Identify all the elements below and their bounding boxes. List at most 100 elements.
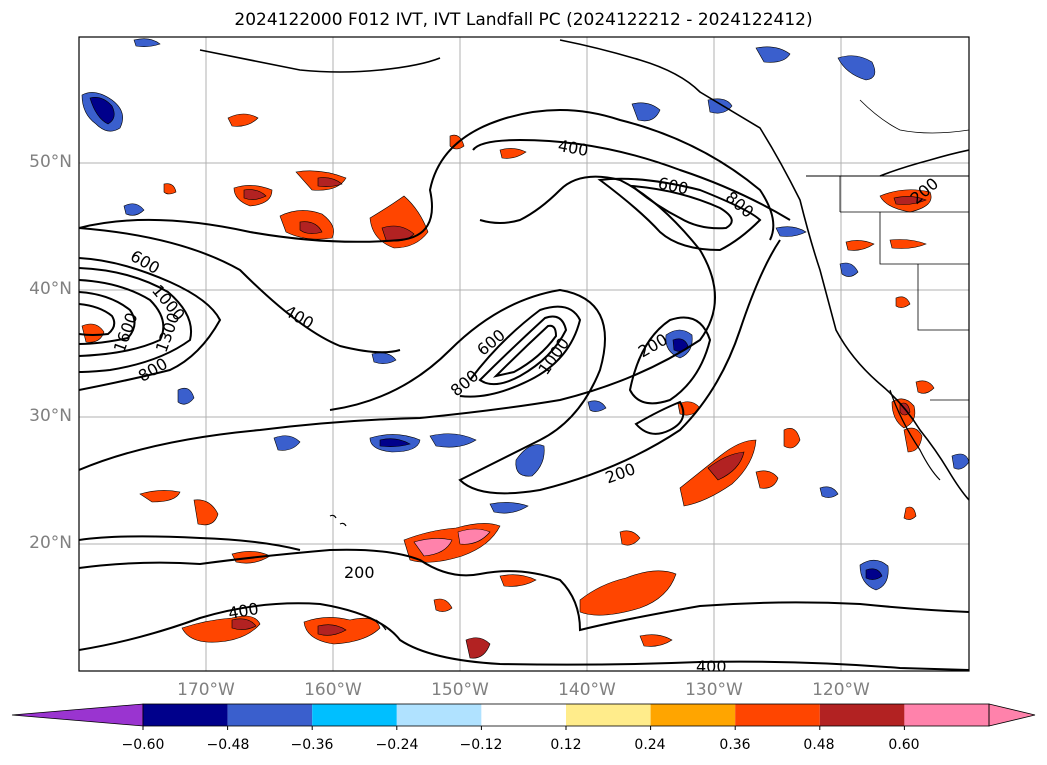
- lon-tick-label: 120°W: [812, 680, 870, 700]
- colorbar-tick-label: 0.12: [550, 737, 582, 753]
- blob-pos: [579, 570, 677, 616]
- colorbar-bin: [396, 704, 482, 726]
- blob-neg: [587, 400, 607, 412]
- blob-neg: [865, 568, 883, 580]
- blob-pos: [243, 189, 267, 200]
- colorbar-tick-label: −0.12: [459, 737, 503, 753]
- blob-neg: [631, 102, 661, 122]
- blob-neg: [123, 203, 145, 216]
- contour-800-left: [79, 267, 192, 373]
- blob-pos: [895, 296, 911, 308]
- ivt-contours: [79, 109, 969, 671]
- contour-label: 200: [344, 563, 375, 582]
- blob-pos: [457, 528, 491, 545]
- blob-pos: [893, 196, 927, 205]
- blob-pos: [915, 380, 935, 394]
- colorbar-tick-label: 0.60: [888, 737, 920, 753]
- contour-1000-left: [79, 279, 165, 357]
- blob-pos: [139, 490, 181, 503]
- contour-200-right: [628, 316, 712, 405]
- contour-label: 400: [696, 657, 727, 676]
- blob-pos: [707, 451, 745, 481]
- blob-pos: [499, 574, 537, 587]
- contour-400-inner: [472, 138, 791, 221]
- ivt-pc-positive-areas: [81, 113, 935, 659]
- blob-neg: [133, 38, 161, 47]
- colorbar-tick-label: −0.48: [206, 737, 250, 753]
- contour-200-arc: [329, 239, 781, 495]
- blob-neg: [515, 444, 545, 477]
- lon-tick-label: 150°W: [431, 680, 489, 700]
- lon-tick-label: 130°W: [685, 680, 743, 700]
- contour-600-mid: [459, 305, 582, 398]
- blob-pos: [317, 177, 343, 187]
- blob-neg: [672, 338, 689, 352]
- map-background: [79, 37, 969, 671]
- blob-pos: [783, 428, 801, 449]
- blob-neg: [837, 55, 876, 81]
- blob-neg: [839, 262, 859, 277]
- blob-neg: [775, 226, 807, 237]
- ivt-pc-negative-areas: [81, 38, 969, 591]
- blob-pos: [413, 538, 453, 557]
- contour-400-bottom: [79, 602, 969, 671]
- blob-pos: [465, 637, 491, 659]
- colorbar-bin: [227, 704, 313, 726]
- north-america-coast: [559, 39, 969, 501]
- colorbar-bin: [312, 704, 397, 726]
- blob-neg: [429, 433, 477, 448]
- contour-200-lower: [79, 548, 969, 632]
- blob-neg: [89, 97, 115, 125]
- colorbar-bin: [566, 704, 651, 726]
- contour-200-bottom-left: [79, 535, 301, 551]
- colorbar-bin: [650, 704, 736, 726]
- blob-pos: [227, 113, 259, 127]
- blob-pos: [299, 221, 323, 234]
- lat-tick-label: 30°N: [29, 406, 72, 426]
- map-frame: [78, 36, 970, 672]
- blob-pos: [433, 598, 453, 612]
- contour-800-mid: [478, 315, 568, 386]
- colorbar-over-extension: [988, 703, 1036, 727]
- blob-pos: [317, 624, 347, 636]
- blob-pos: [639, 634, 673, 647]
- contour-1000-mid: [492, 324, 558, 378]
- lon-tick-label: 170°W: [177, 680, 235, 700]
- baja-coast: [889, 389, 941, 481]
- blob-neg: [755, 46, 791, 63]
- colorbar-tick-label: −0.36: [290, 737, 334, 753]
- canada-coast: [879, 149, 969, 177]
- colorbar-tick-label: 0.24: [634, 737, 666, 753]
- colorbar-tick-label: 0.48: [803, 737, 835, 753]
- state-borders: [839, 99, 969, 401]
- colorbar: [11, 703, 1036, 730]
- blob-pos: [231, 618, 257, 630]
- blob-pos: [889, 239, 927, 249]
- blob-pos: [845, 240, 875, 251]
- blob-neg: [489, 502, 529, 514]
- contour-600-ring: [597, 177, 762, 252]
- blob-neg: [707, 98, 733, 114]
- blob-neg: [379, 438, 411, 447]
- contour-1600-left: [79, 303, 116, 336]
- lat-tick-label: 40°N: [29, 279, 72, 299]
- colorbar-under-extension: [11, 703, 144, 727]
- contour-200-right-arm: [634, 400, 685, 435]
- contour-400-mid: [79, 227, 401, 354]
- map-title: 2024122000 F012 IVT, IVT Landfall PC (20…: [234, 10, 813, 30]
- contour-200-outer: [79, 175, 716, 471]
- colorbar-tick-label: −0.24: [375, 737, 419, 753]
- blob-pos: [619, 530, 641, 546]
- blob-pos: [81, 323, 105, 343]
- contour-400-upper: [79, 109, 775, 243]
- contour-1300-left: [79, 291, 136, 345]
- blob-pos: [903, 506, 917, 520]
- blob-pos: [499, 148, 527, 159]
- contour-800-ring: [628, 184, 733, 230]
- blob-pos: [163, 183, 177, 195]
- alaska-coast: [199, 49, 441, 73]
- colorbar-bin: [904, 704, 989, 726]
- colorbar-bin: [735, 704, 820, 726]
- lon-tick-label: 160°W: [304, 680, 362, 700]
